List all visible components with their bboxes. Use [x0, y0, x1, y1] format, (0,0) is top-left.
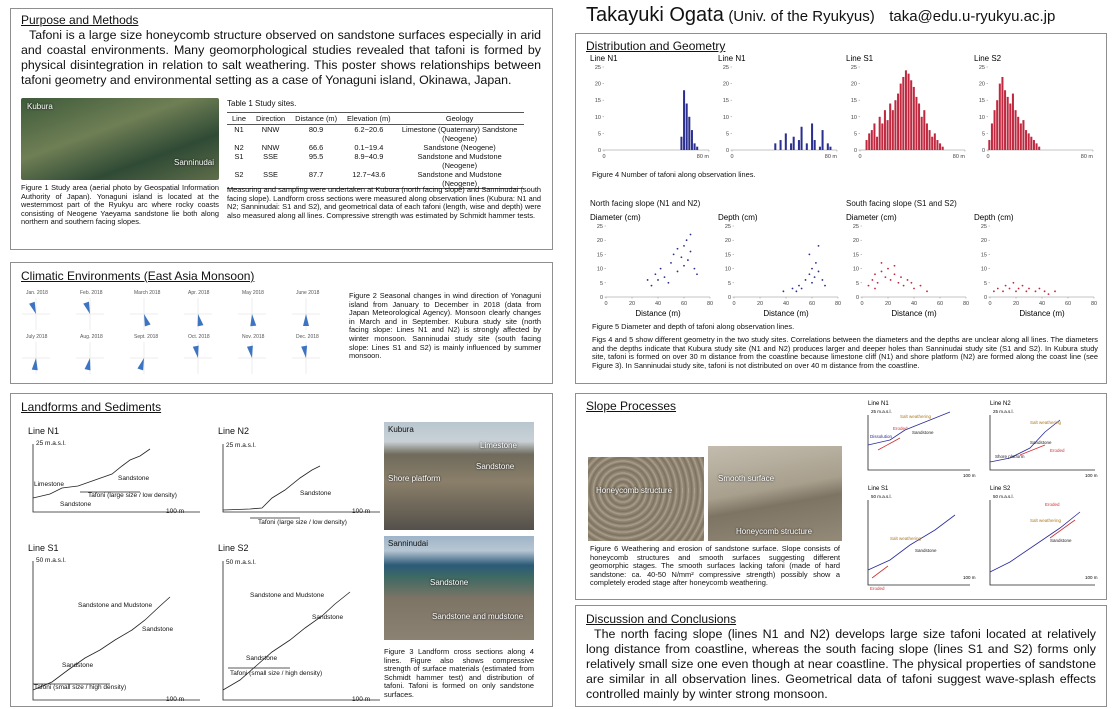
table-header: Geology: [396, 113, 524, 125]
table-cell: 0.1−19.4: [342, 143, 396, 152]
profile-label: Limestone: [34, 481, 64, 488]
profile-label: Tafoni (large size / low density): [258, 519, 347, 526]
figure-caption: Figure 5 Diameter and depth of tafoni al…: [592, 322, 794, 331]
photo-label: Sandstone: [476, 462, 514, 471]
distance-label: 100 m: [166, 508, 184, 515]
table-cell: 80.9: [290, 125, 342, 144]
photo-label: Sandstone: [430, 578, 468, 587]
poster: Takayuki Ogata (Univ. of the Ryukyus) ta…: [0, 0, 1113, 709]
panel-title: Line S2: [218, 543, 249, 553]
section-title: Distribution and Geometry: [586, 39, 725, 53]
map-label: Kubura: [27, 102, 53, 111]
table-cell: 66.6: [290, 143, 342, 152]
map-label: Sanninudai: [174, 158, 214, 167]
photo-label: Limestone: [480, 441, 517, 450]
profile-label: Sandstone and Mudstone: [78, 602, 152, 609]
table-cell: NNW: [251, 125, 290, 144]
discussion-text: The north facing slope (lines N1 and N2)…: [586, 627, 1096, 702]
elevation-label: 50 m.a.s.l.: [36, 557, 66, 564]
photo-label: Shore platform: [388, 474, 440, 483]
table-cell: Sandstone and Mudstone (Neogene): [396, 152, 524, 170]
purpose-text: Tafoni is a large size honeycomb structu…: [21, 28, 541, 88]
section-title: Discussion and Conclusions: [586, 612, 736, 626]
profile-label: Tafoni (small size / high density): [34, 684, 126, 691]
panel-title: Line N1: [28, 426, 59, 436]
distance-label: 100 m: [352, 508, 370, 515]
table-cell: 6.2−20.6: [342, 125, 396, 144]
group-title: South facing slope (S1 and S2): [846, 199, 957, 208]
photo-label: Smooth surface: [718, 474, 774, 483]
table-cell: NNW: [251, 143, 290, 152]
distribution-text: Figs 4 and 5 show different geometry in …: [592, 336, 1098, 370]
author: Takayuki Ogata: [586, 4, 724, 26]
profile-label: Sandstone: [300, 490, 331, 497]
panel-title: Line S1: [28, 543, 59, 553]
profile-label: Sandstone: [60, 501, 91, 508]
table-cell: S1: [227, 152, 251, 170]
distribution-box: [575, 33, 1107, 384]
profile-label: Sandstone: [312, 614, 343, 621]
figure-caption: Figure 2 Seasonal changes in wind direct…: [349, 292, 541, 361]
figure-caption: Figure 1 Study area (aerial photo by Geo…: [21, 184, 219, 227]
profile-label: Sandstone and Mudstone: [250, 592, 324, 599]
photo-label: Honeycomb structure: [596, 486, 672, 495]
profile-label: Sandstone: [246, 655, 277, 662]
profile-label: Tafoni (large size / low density): [88, 492, 177, 499]
elevation-label: 50 m.a.s.l.: [226, 559, 256, 566]
photo-label: Honeycomb structure: [736, 527, 812, 536]
section-title: Slope Processes: [586, 399, 676, 413]
photo-label: Sandstone and mudstone: [432, 612, 523, 621]
table-cell: 95.5: [290, 152, 342, 170]
affiliation: (Univ. of the Ryukyus): [728, 8, 874, 25]
table-cell: 8.9−40.9: [342, 152, 396, 170]
table-title: Table 1 Study sites.: [227, 99, 296, 108]
profile-label: Tafoni (small size / high density): [230, 670, 322, 677]
figure-caption: Figure 4 Number of tafoni along observat…: [592, 170, 756, 179]
elevation-label: 25 m.a.s.l.: [226, 442, 256, 449]
distance-label: 100 m: [352, 696, 370, 703]
distance-label: 100 m: [166, 696, 184, 703]
table-header: Line: [227, 113, 251, 125]
profile-label: Sandstone: [118, 475, 149, 482]
figure-caption: Figure 6 Weathering and erosion of sands…: [590, 545, 840, 588]
table-cell: Limestone (Quaternary) Sandstone (Neogen…: [396, 125, 524, 144]
table-cell: SSE: [251, 152, 290, 170]
table-header: Distance (m): [290, 113, 342, 125]
photo-label: Sanninudai: [388, 539, 428, 548]
email: taka@edu.u-ryukyu.ac.jp: [889, 8, 1055, 25]
photo-label: Kubura: [388, 425, 414, 434]
methods-text: Measuring and sampling were undertaken a…: [227, 186, 541, 220]
section-title: Climatic Environments (East Asia Monsoon…: [21, 269, 254, 283]
table-cell: N1: [227, 125, 251, 144]
table-cell: N2: [227, 143, 251, 152]
table-cell: Sandstone (Neogene): [396, 143, 524, 152]
profile-label: Sandstone: [62, 662, 93, 669]
section-title: Landforms and Sediments: [21, 400, 161, 414]
table-header: Elevation (m): [342, 113, 396, 125]
header: Takayuki Ogata (Univ. of the Ryukyus) ta…: [586, 4, 1055, 27]
photo-honeycomb: [588, 457, 704, 541]
table-header: Direction: [251, 113, 290, 125]
profile-label: Sandstone: [142, 626, 173, 633]
elevation-label: 25 m.a.s.l.: [36, 440, 66, 447]
group-title: North facing slope (N1 and N2): [590, 199, 700, 208]
section-title: Purpose and Methods: [21, 13, 138, 27]
photo-sanninudai: [384, 536, 534, 640]
figure-caption: Figure 3 Landform cross sections along 4…: [384, 648, 534, 700]
panel-title: Line N2: [218, 426, 249, 436]
